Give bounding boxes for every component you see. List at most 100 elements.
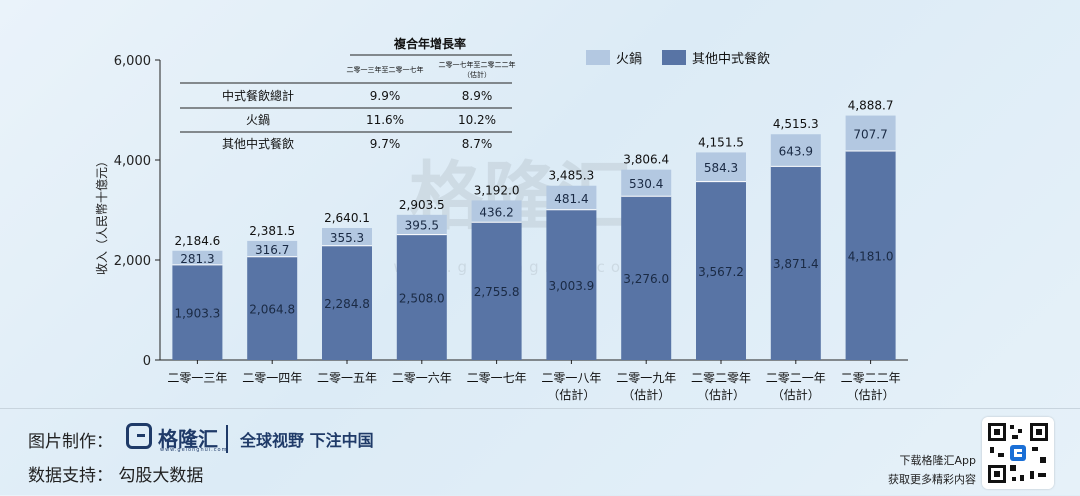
- x-tick-sublabel: （估計）: [622, 387, 670, 402]
- data-label-total: 3,806.4: [623, 153, 669, 167]
- qr-code-icon[interactable]: [982, 417, 1054, 489]
- data-label-total: 3,485.3: [548, 169, 594, 183]
- x-tick-sublabel: （估計）: [847, 387, 895, 402]
- x-tick-label: 二零一九年: [616, 371, 676, 385]
- bar-other-chinese: [247, 256, 298, 360]
- cagr-row-value-1: 9.9%: [370, 89, 401, 103]
- cagr-col2-header: 二零一七年至二零二二年: [439, 60, 516, 69]
- data-label-hotpot: 707.7: [853, 127, 887, 141]
- bar-other-chinese: [471, 222, 522, 360]
- legend-swatch-hotpot: [586, 50, 610, 65]
- y-tick-label: 2,000: [114, 254, 151, 269]
- data-label-total: 2,381.5: [249, 224, 295, 238]
- cagr-row-value-2: 8.9%: [462, 89, 493, 103]
- data-label-other-chinese: 3,871.4: [773, 257, 819, 271]
- x-tick-label: 二零一六年: [392, 371, 452, 385]
- x-tick-label: 二零二零年: [691, 371, 751, 385]
- cagr-col2-subheader: （估計）: [463, 70, 491, 79]
- bar-hotpot: [322, 227, 372, 246]
- gelonghui-logo-icon: [126, 423, 152, 449]
- bar-other-chinese: [396, 234, 447, 360]
- data-label-total: 2,903.5: [399, 198, 445, 212]
- data-label-other-chinese: 2,284.8: [324, 297, 370, 311]
- x-tick-label: 二零一三年: [167, 371, 227, 385]
- data-label-other-chinese: 3,003.9: [548, 279, 594, 293]
- cagr-row-value-1: 11.6%: [366, 113, 404, 127]
- footer: 图片制作： 格隆汇 www.gelonghui.com 全球视野 下注中国 数据…: [0, 408, 1080, 496]
- bar-other-chinese: [172, 264, 223, 360]
- cagr-row-label: 火鍋: [246, 112, 270, 127]
- slogan: 全球视野 下注中国: [240, 431, 374, 450]
- legend-label-hotpot: 火鍋: [616, 51, 642, 67]
- app-promo-text: 获取更多精彩内容: [888, 473, 976, 486]
- x-tick-label: 二零二一年: [766, 371, 826, 385]
- app-download-text: 下载格隆汇App: [899, 454, 977, 467]
- data-label-other-chinese: 2,508.0: [399, 291, 445, 305]
- cagr-row-value-1: 9.7%: [370, 137, 401, 151]
- y-tick-label: 6,000: [114, 54, 151, 69]
- bar-other-chinese: [845, 150, 896, 360]
- data-label-hotpot: 316.7: [255, 243, 289, 257]
- cagr-row-label: 其他中式餐飲: [222, 136, 294, 151]
- bar-hotpot: [696, 152, 746, 182]
- source-value: 勾股大数据: [118, 466, 204, 486]
- x-tick-sublabel: （估計）: [547, 387, 595, 402]
- x-tick-sublabel: （估計）: [697, 387, 745, 402]
- divider: [226, 425, 228, 453]
- y-axis-label: 收入（人民幣十億元）: [95, 155, 109, 275]
- y-tick-label: 0: [143, 354, 151, 369]
- bar-other-chinese: [546, 209, 597, 360]
- bar-other-chinese: [696, 181, 746, 360]
- legend-label-other-chinese: 其他中式餐飲: [692, 51, 770, 67]
- x-tick-label: 二零二二年: [841, 371, 901, 385]
- logo-text: 格隆汇: [158, 427, 218, 451]
- data-label-hotpot: 395.5: [405, 219, 439, 233]
- data-label-total: 3,192.0: [474, 183, 520, 197]
- data-label-total: 2,184.6: [174, 234, 220, 248]
- x-tick-label: 二零一八年: [541, 371, 601, 385]
- cagr-row-value-2: 8.7%: [462, 137, 493, 151]
- bar-hotpot: [247, 240, 298, 257]
- chart: 格隆汇www.gelonghui.com02,0004,0006,000收入（人…: [95, 36, 908, 402]
- source-line: 数据支持： 勾股大数据: [28, 461, 203, 486]
- bar-hotpot: [172, 250, 223, 265]
- data-label-other-chinese: 1,903.3: [174, 306, 220, 320]
- x-tick-label: 二零一四年: [242, 371, 302, 385]
- bar-hotpot: [770, 134, 821, 167]
- data-label-total: 4,888.7: [848, 99, 894, 113]
- data-label-other-chinese: 4,181.0: [848, 249, 894, 263]
- bar-hotpot: [845, 115, 896, 151]
- data-label-other-chinese: 3,567.2: [698, 265, 744, 279]
- data-label-hotpot: 281.3: [180, 252, 214, 266]
- bar-other-chinese: [621, 196, 672, 360]
- data-label-hotpot: 643.9: [779, 144, 813, 158]
- bar-hotpot: [546, 185, 597, 210]
- x-tick-label: 二零一七年: [467, 371, 527, 385]
- cagr-row-value-2: 10.2%: [458, 113, 496, 127]
- x-tick-sublabel: （估計）: [772, 387, 820, 402]
- data-label-other-chinese: 2,755.8: [474, 285, 520, 299]
- cagr-title: 複合年增長率: [393, 36, 466, 51]
- data-label-hotpot: 481.4: [554, 192, 588, 206]
- y-tick-label: 4,000: [114, 154, 151, 169]
- cagr-row-label: 中式餐飲總計: [222, 88, 294, 103]
- data-label-hotpot: 584.3: [704, 161, 738, 175]
- bar-hotpot: [621, 169, 672, 197]
- logo-url: www.gelonghui.com: [160, 447, 228, 453]
- cagr-col1-header: 二零一三年至二零一七年: [347, 65, 424, 74]
- data-label-total: 2,640.1: [324, 211, 370, 225]
- x-tick-label: 二零一五年: [317, 371, 377, 385]
- data-label-total: 4,515.3: [773, 117, 819, 131]
- data-label-hotpot: 355.3: [330, 231, 364, 245]
- data-label-other-chinese: 3,276.0: [623, 272, 669, 286]
- legend-swatch-other-chinese: [662, 50, 686, 65]
- credit-label: 图片制作：: [28, 432, 113, 452]
- data-label-total: 4,151.5: [698, 135, 744, 149]
- source-label: 数据支持：: [28, 466, 113, 486]
- bar-other-chinese: [322, 245, 372, 360]
- bar-hotpot: [396, 214, 447, 235]
- bar-hotpot: [471, 200, 522, 223]
- data-label-hotpot: 436.2: [479, 205, 513, 219]
- data-label-other-chinese: 2,064.8: [249, 302, 295, 316]
- bar-other-chinese: [770, 166, 821, 360]
